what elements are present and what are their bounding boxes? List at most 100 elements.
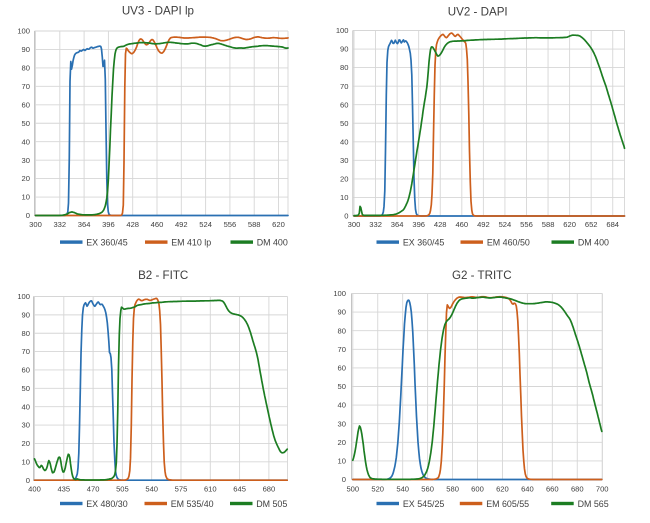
- svg-text:10: 10: [340, 193, 348, 202]
- svg-text:20: 20: [22, 174, 30, 183]
- svg-text:620: 620: [272, 220, 285, 229]
- svg-text:100: 100: [336, 26, 349, 35]
- svg-text:B2 - FITC: B2 - FITC: [138, 269, 188, 282]
- svg-text:580: 580: [446, 484, 459, 493]
- svg-text:492: 492: [477, 220, 490, 229]
- svg-text:50: 50: [340, 119, 348, 128]
- svg-text:90: 90: [22, 45, 30, 54]
- svg-text:100: 100: [17, 27, 30, 36]
- svg-text:524: 524: [199, 220, 212, 229]
- svg-text:575: 575: [175, 484, 188, 493]
- svg-text:DM 505: DM 505: [256, 499, 287, 509]
- svg-text:50: 50: [22, 384, 30, 393]
- svg-text:40: 40: [22, 402, 30, 411]
- svg-text:40: 40: [22, 137, 30, 146]
- svg-text:0: 0: [342, 475, 346, 484]
- svg-text:60: 60: [338, 364, 346, 373]
- svg-text:300: 300: [29, 220, 42, 229]
- svg-text:10: 10: [22, 193, 30, 202]
- svg-text:700: 700: [596, 484, 609, 493]
- svg-text:50: 50: [338, 382, 346, 391]
- svg-text:40: 40: [340, 137, 348, 146]
- svg-text:UV2 - DAPI: UV2 - DAPI: [448, 6, 508, 19]
- svg-text:100: 100: [333, 289, 346, 298]
- svg-text:DM 400: DM 400: [578, 237, 609, 247]
- svg-text:20: 20: [22, 439, 30, 448]
- svg-text:0: 0: [26, 476, 30, 485]
- svg-text:652: 652: [585, 220, 598, 229]
- svg-text:80: 80: [22, 64, 30, 73]
- svg-text:460: 460: [151, 220, 164, 229]
- svg-text:G2 - TRITC: G2 - TRITC: [452, 269, 512, 282]
- svg-text:396: 396: [412, 220, 425, 229]
- svg-text:500: 500: [346, 484, 359, 493]
- svg-text:332: 332: [53, 220, 66, 229]
- svg-text:620: 620: [496, 484, 509, 493]
- svg-text:30: 30: [340, 156, 348, 165]
- svg-text:364: 364: [78, 220, 91, 229]
- svg-text:640: 640: [521, 484, 534, 493]
- svg-text:70: 70: [22, 347, 30, 356]
- svg-text:460: 460: [455, 220, 468, 229]
- svg-text:470: 470: [87, 484, 100, 493]
- svg-text:520: 520: [371, 484, 384, 493]
- svg-text:645: 645: [233, 484, 246, 493]
- svg-text:50: 50: [22, 119, 30, 128]
- svg-text:EX 360/45: EX 360/45: [403, 237, 445, 247]
- svg-text:30: 30: [22, 156, 30, 165]
- svg-text:90: 90: [340, 45, 348, 54]
- svg-text:20: 20: [340, 175, 348, 184]
- svg-text:610: 610: [204, 484, 217, 493]
- svg-text:428: 428: [126, 220, 139, 229]
- svg-text:70: 70: [338, 345, 346, 354]
- svg-text:428: 428: [434, 220, 447, 229]
- svg-text:560: 560: [421, 484, 434, 493]
- svg-text:80: 80: [338, 326, 346, 335]
- svg-text:588: 588: [248, 220, 261, 229]
- svg-text:70: 70: [22, 82, 30, 91]
- svg-text:90: 90: [338, 308, 346, 317]
- svg-text:40: 40: [338, 401, 346, 410]
- svg-text:UV3 - DAPI lp: UV3 - DAPI lp: [122, 5, 194, 18]
- svg-text:10: 10: [22, 457, 30, 466]
- svg-text:80: 80: [340, 63, 348, 72]
- svg-text:364: 364: [391, 220, 404, 229]
- svg-text:684: 684: [606, 220, 619, 229]
- svg-text:600: 600: [471, 484, 484, 493]
- svg-text:10: 10: [338, 457, 346, 466]
- svg-text:556: 556: [520, 220, 533, 229]
- svg-text:EM 535/40: EM 535/40: [171, 499, 214, 509]
- svg-text:60: 60: [22, 100, 30, 109]
- svg-text:540: 540: [396, 484, 409, 493]
- svg-text:505: 505: [116, 484, 129, 493]
- svg-text:524: 524: [499, 220, 512, 229]
- svg-text:EM 460/50: EM 460/50: [487, 237, 530, 247]
- svg-text:588: 588: [542, 220, 555, 229]
- svg-text:680: 680: [571, 484, 584, 493]
- svg-text:0: 0: [26, 211, 30, 220]
- svg-text:492: 492: [175, 220, 188, 229]
- svg-text:435: 435: [57, 484, 70, 493]
- svg-text:EX 360/45: EX 360/45: [86, 237, 128, 247]
- svg-text:0: 0: [344, 212, 348, 221]
- svg-text:620: 620: [563, 220, 576, 229]
- svg-text:EX 545/25: EX 545/25: [403, 499, 445, 509]
- svg-text:396: 396: [102, 220, 115, 229]
- svg-text:300: 300: [348, 220, 361, 229]
- svg-text:EX 480/30: EX 480/30: [86, 499, 128, 509]
- svg-text:30: 30: [338, 419, 346, 428]
- svg-text:660: 660: [546, 484, 559, 493]
- svg-text:EM 410 lp: EM 410 lp: [171, 237, 211, 247]
- svg-text:90: 90: [22, 311, 30, 320]
- svg-text:400: 400: [28, 484, 41, 493]
- svg-text:60: 60: [22, 366, 30, 375]
- svg-text:332: 332: [369, 220, 382, 229]
- svg-text:20: 20: [338, 438, 346, 447]
- svg-text:DM 400: DM 400: [257, 237, 288, 247]
- svg-text:80: 80: [22, 329, 30, 338]
- svg-text:DM 565: DM 565: [578, 499, 609, 509]
- svg-text:70: 70: [340, 82, 348, 91]
- svg-text:680: 680: [263, 484, 276, 493]
- svg-text:60: 60: [340, 100, 348, 109]
- svg-text:30: 30: [22, 421, 30, 430]
